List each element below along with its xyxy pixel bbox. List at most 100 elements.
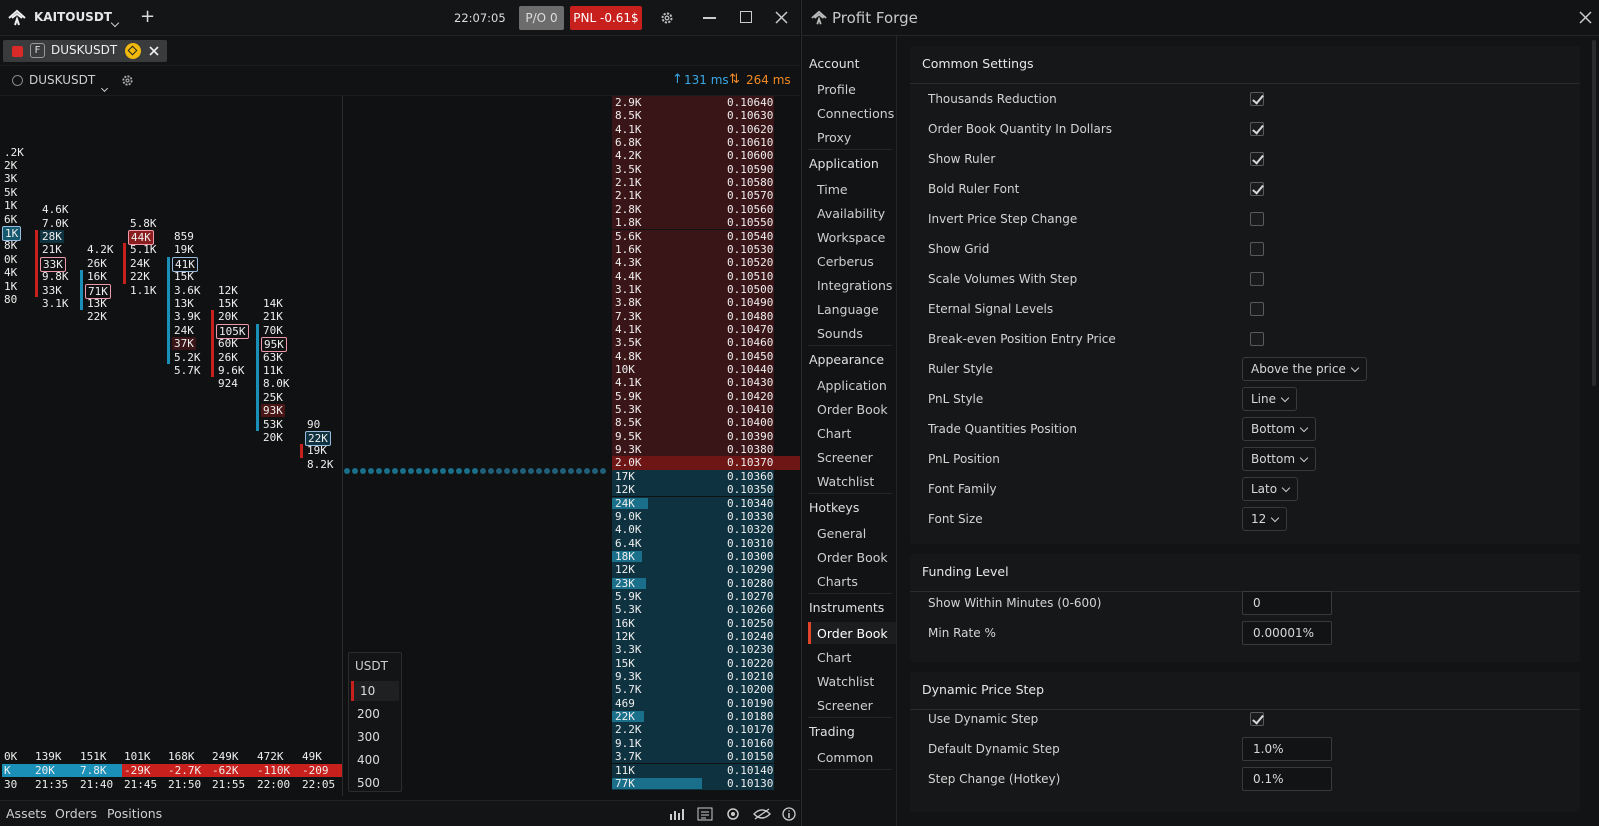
ask-row[interactable]: 3.1K 0.10500 [612,282,774,297]
setting-checkbox[interactable] [1250,92,1264,106]
nav-item[interactable]: Screener [817,450,873,465]
nav-item[interactable]: Application [817,378,887,393]
ask-row[interactable]: 5.9K 0.10420 [612,389,774,404]
ask-row[interactable]: 8.5K 0.10630 [612,109,774,123]
nav-item[interactable]: Profile [817,82,856,97]
ask-row[interactable]: 1.8K 0.10550 [612,216,774,230]
nav-item[interactable]: Order Book [817,626,888,641]
bid-row[interactable]: 12K 0.10290 [612,563,774,577]
maximize-icon[interactable] [740,11,752,23]
setting-dropdown[interactable]: Lato [1242,477,1299,501]
settings-scrollbar[interactable] [1592,40,1596,386]
quantity-option[interactable]: 400 [357,753,380,767]
bid-row[interactable]: 6.4K 0.10310 [612,536,774,550]
bid-row[interactable]: 5.9K 0.10270 [612,589,774,604]
setting-dropdown[interactable]: Above the price [1242,357,1367,381]
quantity-option[interactable]: 10 [351,681,399,701]
setting-checkbox[interactable] [1250,182,1264,196]
ask-row[interactable]: 4.1K 0.10620 [612,122,774,137]
tab-duskusdt[interactable]: F DUSKUSDT [3,40,167,62]
nav-item[interactable]: Charts [817,574,858,589]
tab-orders[interactable]: Orders [55,806,98,821]
ask-row[interactable]: 7.3K 0.10480 [612,309,774,323]
ask-row[interactable]: 2.0K 0.10370 [612,456,774,470]
setting-checkbox[interactable] [1250,712,1264,726]
nav-item[interactable]: Integrations [817,278,893,293]
nav-item[interactable]: Time [817,182,848,197]
ask-row[interactable]: 3.5K 0.10460 [612,336,774,350]
setting-checkbox[interactable] [1250,152,1264,166]
setting-input[interactable]: 0.1% [1242,767,1332,791]
pnl-badge[interactable]: PNL -0.61$ [570,6,642,30]
order-book[interactable]: 2.9K 0.10640 8.5K 0.10630 4.1K 0.10620 6.8K 0.1… [612,96,800,796]
order-area[interactable]: USDT 10 200 300 400 500 [342,96,612,796]
bid-row[interactable]: 24K 0.10340 [612,496,774,510]
bid-row[interactable]: 15K 0.10220 [612,656,774,671]
quantity-option[interactable]: 300 [357,730,380,744]
setting-dropdown[interactable]: Bottom [1242,417,1317,441]
book-view-icon[interactable] [697,807,713,821]
ask-row[interactable]: 2.1K 0.10570 [612,189,774,203]
nav-item[interactable]: Common [817,750,874,765]
instrument-selector[interactable]: DUSKUSDT [29,73,96,87]
ask-row[interactable]: 3.5K 0.10590 [612,162,774,177]
ask-row[interactable]: 5.3K 0.10410 [612,403,774,417]
tab-positions[interactable]: Positions [107,806,163,821]
setting-input[interactable]: 0 [1242,591,1332,615]
setting-dropdown[interactable]: Bottom [1242,447,1317,471]
bid-row[interactable]: 17K 0.10360 [612,469,774,484]
close-icon[interactable] [775,11,788,24]
nav-item[interactable]: Order Book [817,550,888,565]
setting-checkbox[interactable] [1250,122,1264,136]
bid-row[interactable]: 22K 0.10180 [612,710,774,724]
setting-input[interactable]: 1.0% [1242,737,1332,761]
add-tab-icon[interactable]: + [140,6,156,27]
bid-row[interactable]: 23K 0.10280 [612,576,774,590]
setting-checkbox[interactable] [1250,212,1264,226]
bid-row[interactable]: 18K 0.10300 [612,549,774,564]
minimize-icon[interactable] [703,17,716,19]
nav-item[interactable]: Availability [817,206,886,221]
bid-row[interactable]: 5.3K 0.10260 [612,603,774,617]
quantity-option[interactable]: 500 [357,776,380,790]
nav-item[interactable]: Watchlist [817,674,875,689]
settings-close-icon[interactable] [1579,11,1592,24]
ask-row[interactable]: 2.8K 0.10560 [612,202,774,217]
bid-row[interactable]: 12K 0.10240 [612,630,774,644]
bid-row[interactable]: 469 0.10190 [612,696,774,711]
bid-row[interactable]: 11K 0.10140 [612,763,774,777]
setting-checkbox[interactable] [1250,242,1264,256]
eye-hide-icon[interactable] [753,807,771,821]
tab-assets[interactable]: Assets [6,806,47,821]
bid-row[interactable]: 4.0K 0.10320 [612,523,774,537]
setting-checkbox[interactable] [1250,302,1264,316]
nav-item[interactable]: General [817,526,867,541]
quantity-option[interactable]: 200 [357,707,380,721]
bid-row[interactable]: 9.0K 0.10330 [612,509,774,524]
chevron-down-icon[interactable] [110,18,120,28]
ask-row[interactable]: 8.5K 0.10400 [612,416,774,430]
ask-row[interactable]: 4.1K 0.10430 [612,376,774,390]
nav-item[interactable]: Screener [817,698,873,713]
ask-row[interactable]: 4.8K 0.10450 [612,349,774,363]
ask-row[interactable]: 4.3K 0.10520 [612,256,774,270]
cluster-chart[interactable]: .2K 2K 3K 5K 1K 6K 1K 8K 0K 4K 1K 80 4.6K 7.0K 28K 21K 3… [0,96,342,796]
ask-row[interactable]: 2.1K 0.10580 [612,176,774,190]
bid-row[interactable]: 3.7K 0.10150 [612,750,774,764]
ask-row[interactable]: 9.5K 0.10390 [612,429,774,444]
nav-item[interactable]: Workspace [817,230,886,245]
symbol-selector[interactable]: KAITOUSDT [34,10,112,24]
setting-dropdown[interactable]: Line [1242,387,1298,411]
nav-item[interactable]: Connections [817,106,895,121]
po-badge[interactable]: P/O 0 [519,6,564,30]
bars-chart-icon[interactable] [669,807,685,821]
ask-row[interactable]: 4.2K 0.10600 [612,149,774,163]
ask-row[interactable]: 4.1K 0.10470 [612,322,774,337]
setting-checkbox[interactable] [1250,332,1264,346]
nav-item[interactable]: Language [817,302,879,317]
eye-settings-icon[interactable] [725,807,741,821]
setting-checkbox[interactable] [1250,272,1264,286]
nav-item[interactable]: Chart [817,650,852,665]
setting-dropdown[interactable]: 12 [1242,507,1288,531]
setting-input[interactable]: 0.00001% [1242,621,1332,645]
